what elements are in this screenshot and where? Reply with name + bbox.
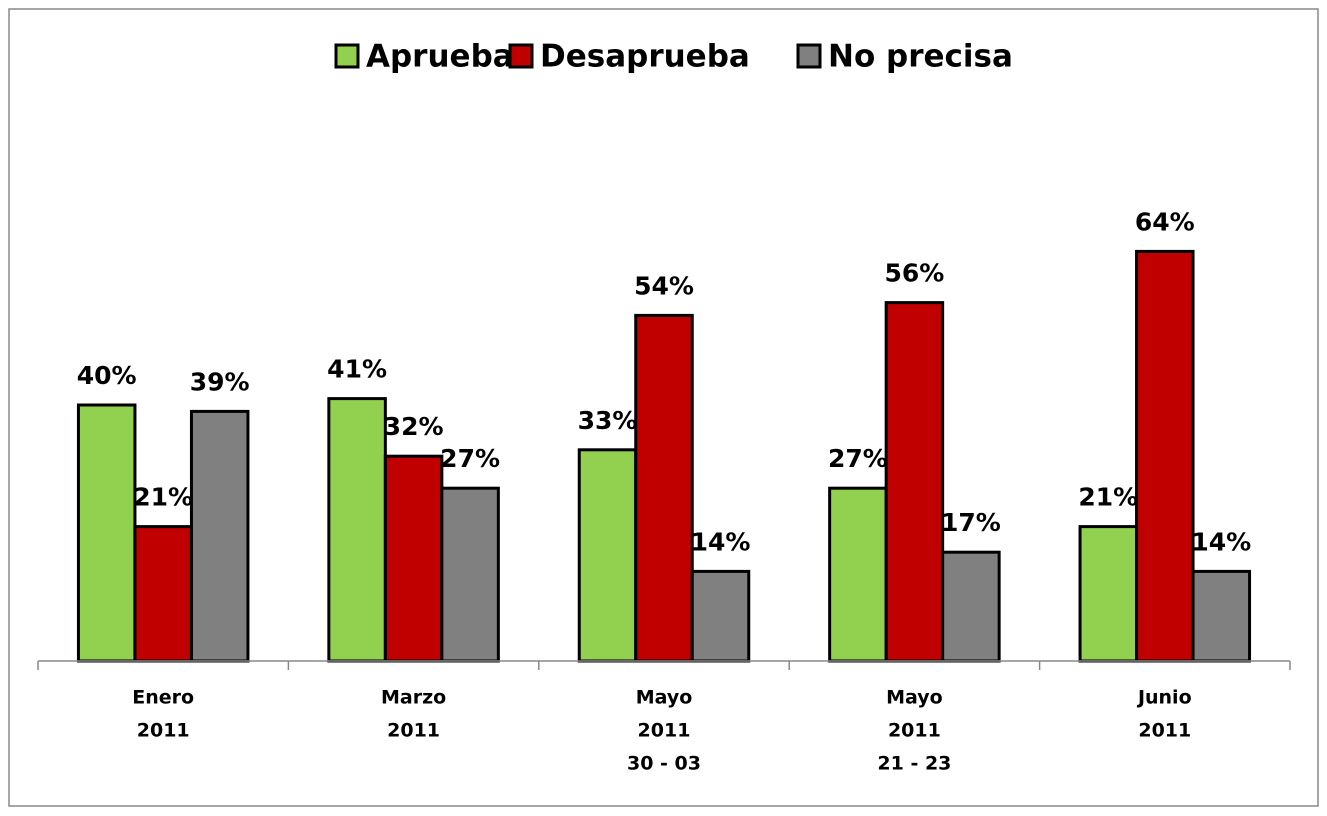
legend-swatch (796, 43, 822, 69)
bar (440, 486, 500, 663)
data-label: 17% (941, 508, 1001, 537)
x-tick-label: 2011 (638, 720, 691, 742)
bar (634, 313, 694, 663)
data-label: 41% (327, 355, 387, 384)
data-label: 39% (190, 367, 250, 396)
x-tick-label: 30 - 03 (627, 753, 701, 775)
data-label: 56% (884, 259, 944, 288)
x-tick-label: 2011 (888, 720, 941, 742)
data-label: 32% (384, 412, 444, 441)
x-tick-label: Marzo (381, 687, 446, 709)
bar (76, 403, 137, 663)
data-label: 54% (634, 271, 694, 300)
bar (1191, 569, 1252, 663)
x-tick-label: Enero (132, 687, 194, 709)
data-label: 27% (440, 444, 500, 473)
bar (828, 486, 888, 663)
data-label: 40% (77, 361, 137, 390)
bar (690, 569, 751, 663)
bar (884, 301, 945, 663)
x-tick-label: 21 - 23 (877, 753, 951, 775)
data-label: 33% (578, 406, 638, 435)
data-label: 64% (1135, 207, 1195, 236)
data-label: 27% (828, 444, 888, 473)
x-tick-label: 2011 (1138, 720, 1191, 742)
data-label: 14% (1191, 527, 1251, 556)
legend-label: Desaprueba (540, 39, 750, 75)
x-tick-label: Mayo (886, 687, 943, 709)
legend-label: No precisa (828, 39, 1013, 75)
x-tick-label: Junio (1136, 687, 1192, 709)
bar (577, 448, 638, 663)
bar (189, 409, 250, 663)
bar (133, 525, 193, 663)
bar (327, 397, 387, 663)
data-label: 21% (1078, 483, 1138, 512)
bar (941, 550, 1001, 663)
data-label: 21% (133, 483, 193, 512)
bar (383, 454, 444, 663)
x-tick-label: 2011 (387, 720, 440, 742)
legend-swatch (508, 43, 534, 69)
bar (1135, 249, 1195, 663)
x-tick-label: 2011 (137, 720, 190, 742)
legend-label: Aprueba (366, 39, 514, 75)
x-tick-label: Mayo (636, 687, 693, 709)
legend-swatch (334, 43, 360, 69)
data-label: 14% (691, 527, 751, 556)
bar (1078, 525, 1139, 663)
